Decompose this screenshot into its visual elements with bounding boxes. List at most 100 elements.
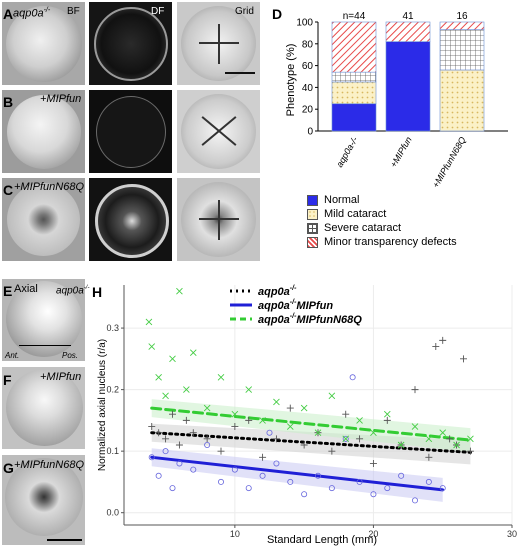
panel-h-point-x bbox=[162, 392, 169, 400]
panel-d-bar-segment bbox=[331, 103, 377, 132]
panel-h-point-plus bbox=[203, 435, 211, 443]
panel-h-point-x bbox=[314, 429, 322, 437]
panel-d-chart: 0 20 40 60 80 100 n=44 aqp0a-/- 41 +MIPfun 16 +MIP… bbox=[285, 11, 508, 190]
panel-d-legend-swatch bbox=[307, 236, 318, 248]
panel-h-point-x bbox=[217, 373, 225, 381]
panel-h-point-x bbox=[273, 398, 280, 406]
panel-b-label: B bbox=[3, 94, 14, 110]
panel-h-point-circle bbox=[349, 374, 356, 381]
panel-h-point-circle bbox=[370, 491, 377, 498]
panel-a-bf-label: BF bbox=[67, 6, 80, 17]
panel-h-point-plus bbox=[439, 336, 447, 344]
panel-h-point-circle bbox=[411, 497, 418, 504]
panel-h-point-circle bbox=[245, 485, 252, 492]
panel-d-legend-item: Mild cataract bbox=[307, 207, 457, 221]
panel-h-point-plus bbox=[245, 416, 253, 424]
panel-d-bar-segment bbox=[331, 71, 377, 83]
panel-h-point-plus bbox=[169, 410, 176, 418]
panel-b-bf-image bbox=[2, 90, 85, 173]
panel-h-point-x bbox=[259, 417, 266, 424]
panel-h-point-plus bbox=[231, 423, 239, 431]
panel-h-point-circle bbox=[314, 472, 321, 479]
panel-h-point-plus bbox=[432, 343, 440, 351]
panel-h-xtick-label: 30 bbox=[507, 529, 517, 539]
panel-f-label: F bbox=[3, 372, 12, 388]
panel-h-point-x bbox=[176, 287, 183, 295]
panel-h-point-circle bbox=[398, 472, 405, 479]
panel-h-point-circle bbox=[356, 478, 363, 485]
panel-a-grid-image bbox=[177, 2, 260, 85]
panel-a-grid-label: Grid bbox=[235, 6, 254, 17]
panel-h-point-x bbox=[231, 410, 239, 418]
panel-d-legend-swatch bbox=[307, 194, 318, 206]
panel-h-point-x bbox=[397, 441, 405, 449]
panel-h-point-x bbox=[203, 404, 211, 412]
panel-h-xtick-label: 20 bbox=[368, 529, 378, 539]
panel-h-point-plus bbox=[272, 435, 280, 443]
panel-d-ytick-label: 80 bbox=[302, 39, 314, 50]
panel-d-bar-segment bbox=[385, 21, 431, 42]
panel-c-construct: +MIPfunN68Q bbox=[14, 181, 85, 193]
panel-d-legend-swatch bbox=[307, 222, 318, 234]
panel-h-fit-band bbox=[151, 423, 471, 465]
panel-h-point-x bbox=[183, 386, 190, 393]
panel-h-fit-line bbox=[150, 406, 472, 442]
panel-d-bar-segment bbox=[331, 81, 377, 105]
panel-h-point-plus bbox=[460, 355, 467, 363]
panel-d-category-label: +MIPfun bbox=[388, 135, 414, 169]
panel-h-point-plus bbox=[182, 416, 190, 424]
panel-d-ytick-label: 20 bbox=[302, 105, 314, 116]
panel-h-point-circle bbox=[384, 485, 391, 492]
panel-e-genotype-name: aqp0a bbox=[56, 285, 84, 297]
panel-h-point-circle bbox=[190, 466, 197, 473]
panel-h-point-plus bbox=[189, 429, 197, 437]
panel-h-point-circle bbox=[169, 485, 176, 492]
panel-d-legend-label: Severe cataract bbox=[324, 222, 402, 234]
panel-h-legend-label: aqp0a-/-MIPfunN68Q bbox=[258, 313, 362, 326]
panel-g-image bbox=[2, 455, 85, 545]
panel-h-point-circle bbox=[176, 460, 183, 467]
panel-d-legend-item: Minor transparency defects bbox=[307, 235, 457, 249]
panel-h-ytick-label: 0.1 bbox=[106, 446, 119, 456]
panel-h-point-x bbox=[300, 404, 308, 412]
panel-h-xtick-label: 10 bbox=[230, 529, 240, 539]
panel-h-point-x bbox=[245, 386, 253, 393]
panel-h-point-circle bbox=[439, 485, 446, 492]
panel-d-legend-label: Normal bbox=[324, 194, 360, 206]
panel-a-df-image bbox=[89, 2, 172, 85]
panel-h-point-circle bbox=[328, 485, 335, 492]
panel-d-ytick-label: 100 bbox=[296, 18, 313, 29]
panel-h-point-circle bbox=[148, 454, 155, 461]
panel-d-ylabel: Phenotype (%) bbox=[285, 44, 297, 117]
panel-h-point-plus bbox=[446, 435, 454, 443]
panel-e-pos: Pos. bbox=[62, 351, 79, 360]
panel-h-point-plus bbox=[162, 435, 170, 443]
panel-h-point-circle bbox=[425, 478, 432, 485]
panel-a-genotype-name: aqp0a bbox=[13, 7, 44, 20]
panel-b-df-image bbox=[89, 90, 172, 173]
panel-g-label: G bbox=[3, 460, 14, 476]
panel-d-legend-item: Normal bbox=[307, 193, 457, 207]
panel-h-fit-line bbox=[150, 455, 445, 492]
panel-h-point-x bbox=[411, 423, 419, 430]
panel-h-point-circle bbox=[301, 491, 308, 498]
panel-h-point-circle bbox=[266, 429, 273, 436]
panel-h-ytick-label: 0.0 bbox=[106, 508, 119, 518]
panel-d-category-label: aqp0a-/- bbox=[334, 135, 359, 169]
panel-e-label: E bbox=[3, 283, 13, 299]
panel-h-point-x bbox=[383, 410, 391, 418]
panel-h-point-x bbox=[148, 343, 156, 350]
panel-c-df-image bbox=[89, 178, 172, 261]
panel-d-category-label: +MIPfunN68Q bbox=[430, 135, 467, 190]
panel-h-point-x bbox=[425, 435, 433, 443]
panel-h-ylabel: Normalized axial nucleus (r/a) bbox=[97, 339, 108, 471]
panel-h-point-plus bbox=[148, 423, 156, 431]
panel-h-point-x bbox=[439, 429, 447, 437]
panel-h-label: H bbox=[92, 284, 103, 300]
panel-h-point-plus bbox=[286, 404, 294, 412]
panel-h-point-x bbox=[169, 355, 176, 363]
panel-h-point-plus bbox=[356, 435, 364, 443]
panel-h-xlabel: Standard Length (mm) bbox=[267, 534, 377, 546]
panel-h-point-circle bbox=[342, 435, 349, 442]
panel-a-label: A bbox=[3, 6, 14, 22]
